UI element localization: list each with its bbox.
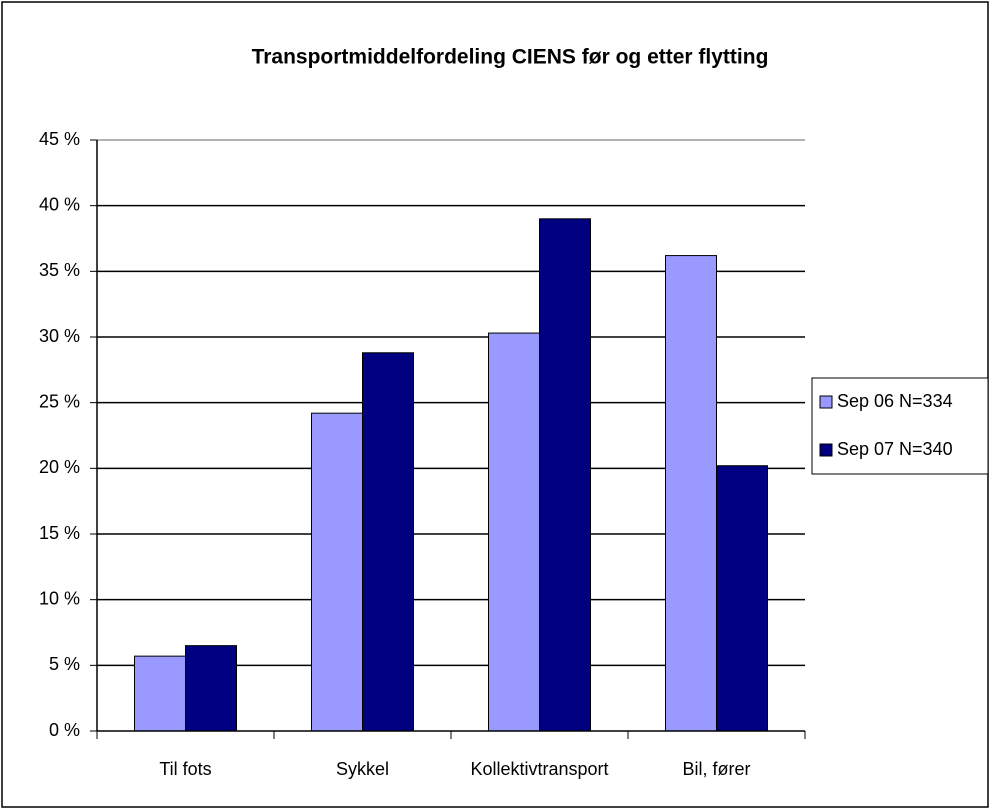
y-tick-label: 40 % xyxy=(39,194,80,214)
bar xyxy=(134,655,186,732)
legend-box xyxy=(811,377,989,475)
y-tick-label: 45 % xyxy=(39,129,80,149)
y-tick-label: 25 % xyxy=(39,391,80,411)
y-tick-label: 0 % xyxy=(49,720,80,740)
chart-title: Transportmiddelfordeling CIENS før og et… xyxy=(252,46,769,69)
y-tick-label: 30 % xyxy=(39,326,80,346)
legend-swatch xyxy=(819,395,833,409)
y-tick-label: 10 % xyxy=(39,588,80,608)
x-tick-label: Bil, fører xyxy=(682,759,750,779)
x-tick-label: Kollektivtransport xyxy=(470,759,608,779)
y-tick-label: 15 % xyxy=(39,523,80,543)
bar xyxy=(716,465,768,732)
bar xyxy=(539,218,591,732)
legend-label: Sep 06 N=334 xyxy=(837,391,953,411)
y-tick-label: 5 % xyxy=(49,654,80,674)
y-tick-label: 20 % xyxy=(39,457,80,477)
x-tick-label: Til fots xyxy=(159,759,211,779)
x-tick-label: Sykkel xyxy=(336,759,389,779)
legend-swatch xyxy=(819,443,833,457)
bar xyxy=(311,412,363,732)
y-tick-label: 35 % xyxy=(39,260,80,280)
bar xyxy=(362,352,414,732)
legend-label: Sep 07 N=340 xyxy=(837,439,953,459)
bar xyxy=(488,332,540,732)
bar xyxy=(185,645,237,732)
bar xyxy=(665,255,717,732)
